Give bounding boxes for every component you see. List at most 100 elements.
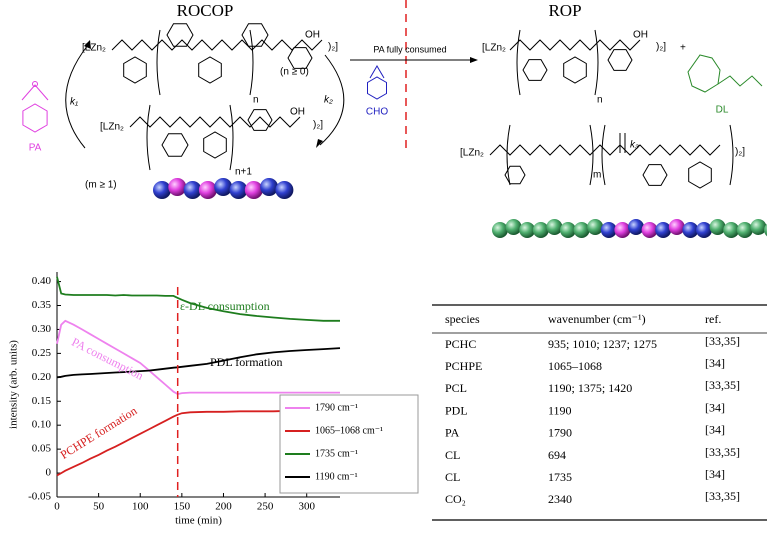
reaction-scheme: ROCOP ROP PA fully consumed [LZn₂ [LZn₂ … bbox=[21, 0, 767, 238]
legend-label: 1190 cm⁻¹ bbox=[315, 471, 358, 482]
table-cell: PA bbox=[445, 426, 460, 440]
scheme-title: ROP bbox=[548, 1, 581, 20]
y-tick-label: -0.05 bbox=[28, 491, 51, 503]
bracket bbox=[229, 104, 234, 171]
x-tick-label: 0 bbox=[54, 501, 60, 513]
x-tick-label: 100 bbox=[132, 501, 149, 513]
ring bbox=[161, 133, 189, 157]
monomer-sphere bbox=[214, 178, 233, 196]
monomer-sphere bbox=[505, 219, 522, 235]
ring bbox=[367, 76, 387, 100]
table-cell: CL bbox=[445, 470, 460, 484]
monomer-sphere bbox=[260, 178, 279, 196]
condition: (m ≥ 1) bbox=[85, 180, 117, 191]
monomer-sphere bbox=[492, 222, 508, 238]
monomer-sphere bbox=[628, 219, 644, 235]
monomer-sphere bbox=[600, 222, 617, 238]
table-cell: 1065–1068 bbox=[548, 359, 602, 373]
chain-end: )₂] bbox=[735, 147, 745, 158]
y-tick-label: 0 bbox=[46, 467, 52, 479]
ring bbox=[522, 59, 548, 81]
series-line bbox=[56, 347, 341, 379]
y-tick-label: 0.35 bbox=[32, 299, 52, 311]
x-tick-label: 150 bbox=[174, 501, 191, 513]
table-cell: [33,35] bbox=[705, 378, 740, 392]
subscript: m bbox=[593, 170, 601, 181]
table-cell: 935; 1010; 1237; 1275 bbox=[548, 337, 657, 351]
chain-label: [LZn₂ bbox=[460, 148, 484, 159]
table-cell: [33,35] bbox=[705, 489, 740, 503]
table-cell: 694 bbox=[548, 448, 566, 462]
table-cell: [34] bbox=[705, 467, 725, 481]
cycle-arrow bbox=[65, 44, 89, 149]
monomer-sphere bbox=[641, 222, 658, 238]
y-tick-label: 0.05 bbox=[32, 443, 52, 455]
alkyl-chain bbox=[717, 75, 763, 87]
ring bbox=[642, 164, 668, 186]
bracket bbox=[594, 29, 599, 96]
scheme-title: ROCOP bbox=[177, 1, 234, 20]
lactone-ring bbox=[687, 54, 721, 93]
bracket bbox=[156, 29, 161, 96]
ring bbox=[504, 165, 526, 185]
chain-end: )₂] bbox=[328, 42, 338, 53]
oh-label: OH bbox=[633, 30, 648, 41]
ring bbox=[203, 131, 227, 159]
table-header: wavenumber (cm⁻¹) bbox=[548, 312, 646, 326]
monomer-sphere bbox=[532, 222, 549, 238]
anhydride bbox=[21, 84, 49, 101]
table-cell: [34] bbox=[705, 400, 725, 414]
legend-label: 1065–1068 cm⁻¹ bbox=[315, 425, 383, 436]
monomer-sphere bbox=[655, 222, 672, 238]
monomer-sphere bbox=[168, 178, 187, 196]
monomer-sphere bbox=[519, 222, 536, 238]
x-tick-label: 300 bbox=[298, 501, 315, 513]
ring bbox=[123, 56, 147, 84]
monomer-sphere bbox=[229, 181, 248, 199]
monomer-sphere bbox=[560, 222, 576, 238]
monomer-sphere bbox=[682, 222, 699, 238]
arrowhead bbox=[316, 139, 323, 148]
ring bbox=[198, 56, 222, 84]
bracket bbox=[249, 29, 254, 96]
monomer-sphere bbox=[244, 181, 263, 199]
y-axis-label: intensity (arb. units) bbox=[8, 340, 20, 429]
table-cell: [33,35] bbox=[705, 445, 740, 459]
table-cell: [34] bbox=[705, 356, 725, 370]
y-tick-label: 0.25 bbox=[32, 347, 52, 359]
table-header: species bbox=[445, 312, 480, 326]
rate-constant: k₃ bbox=[630, 140, 639, 151]
table-cell: 1190; 1375; 1420 bbox=[548, 381, 632, 395]
chain-label: [LZn₂ bbox=[82, 43, 106, 54]
legend-label: 1790 cm⁻¹ bbox=[315, 402, 358, 413]
chain-end: )₂] bbox=[313, 120, 323, 131]
ring bbox=[607, 49, 633, 71]
arrowhead bbox=[470, 57, 478, 63]
monomer-sphere bbox=[709, 219, 726, 235]
rate-constant: k₂ bbox=[324, 95, 333, 106]
x-tick-label: 250 bbox=[257, 501, 274, 513]
x-tick-label: 50 bbox=[93, 501, 105, 513]
oh-label: OH bbox=[290, 107, 305, 118]
bracket bbox=[729, 124, 734, 186]
monomer-sphere bbox=[668, 219, 685, 235]
molecule-label: DL bbox=[716, 105, 729, 116]
table-cell: CL bbox=[445, 448, 460, 462]
bracket bbox=[589, 124, 594, 186]
monomer-sphere bbox=[153, 181, 171, 199]
table-cell: [33,35] bbox=[705, 334, 740, 348]
rate-constant: k₁ bbox=[70, 97, 78, 108]
bracket bbox=[601, 124, 606, 186]
ring bbox=[287, 47, 313, 69]
y-tick-label: 0.20 bbox=[32, 371, 52, 383]
bracket bbox=[146, 104, 151, 171]
chain-label: [LZn₂ bbox=[100, 122, 124, 133]
annotation: PDL formation bbox=[210, 355, 283, 369]
backbone bbox=[129, 116, 301, 128]
arrow-label: PA fully consumed bbox=[373, 44, 446, 54]
subscript: n bbox=[253, 95, 259, 106]
monomer-sphere bbox=[275, 181, 294, 199]
monomer-sphere bbox=[587, 219, 604, 235]
arrowhead bbox=[84, 40, 91, 49]
